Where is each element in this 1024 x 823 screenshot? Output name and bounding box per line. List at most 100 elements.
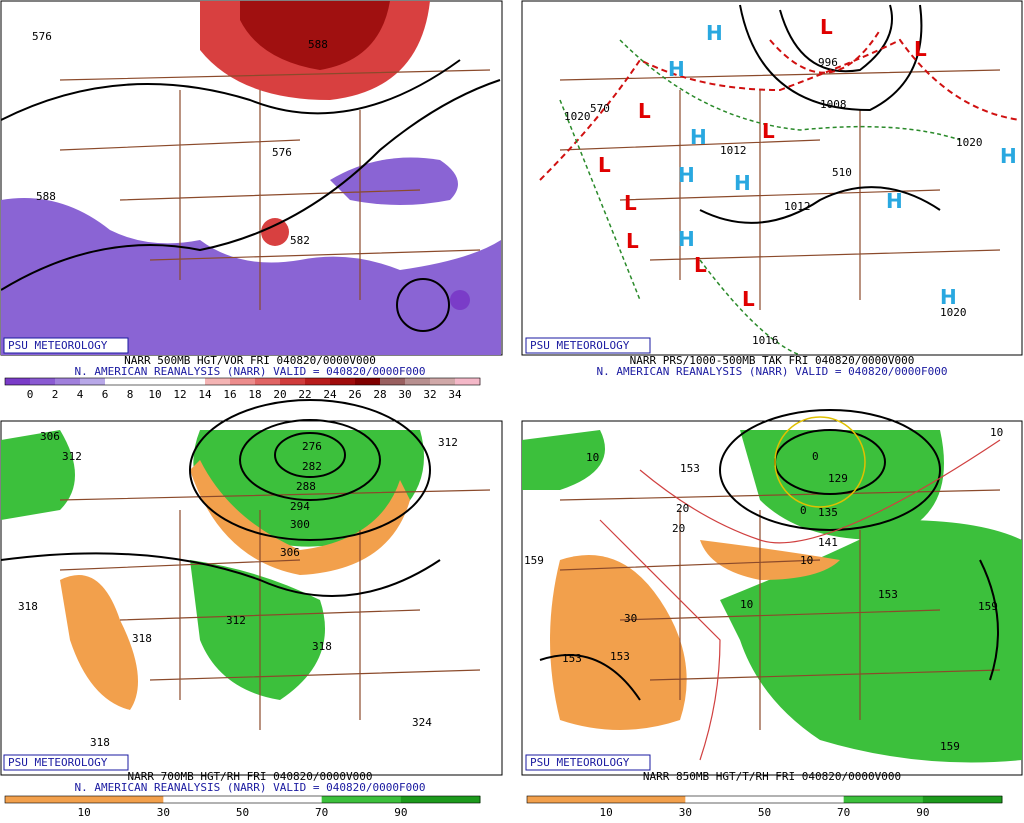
- low-marker: L: [820, 15, 833, 39]
- height-contour: [274, 432, 346, 478]
- low-marker: L: [762, 119, 775, 143]
- badge-box: [525, 337, 651, 354]
- contour-label: 1012: [720, 144, 747, 157]
- contour-label: 324: [412, 716, 432, 729]
- humidity-area: [1, 430, 75, 520]
- colorbar-label: 70: [837, 806, 850, 819]
- colorbar-label: 22: [298, 388, 311, 401]
- contour-label: 300: [290, 518, 310, 531]
- colorbar-label: 26: [348, 388, 361, 401]
- contour-label: 1020: [564, 110, 591, 123]
- isotherm-label: 30: [624, 612, 637, 625]
- panel-500mb: 576 588 582 576 588 PSU METEOROLOGY NARR…: [0, 0, 503, 401]
- colorbar-label: 50: [236, 806, 249, 819]
- high-marker: H: [886, 189, 903, 213]
- contour-label: 312: [226, 614, 246, 627]
- colorbar-label: 28: [373, 388, 386, 401]
- humidity-area: [190, 560, 325, 700]
- contour-label: 1020: [940, 306, 967, 319]
- panel-subtitle: N. AMERICAN REANALYSIS (NARR) VALID = 04…: [75, 365, 426, 378]
- colorbar-label: 14: [198, 388, 212, 401]
- vorticity-area: [330, 157, 458, 205]
- vorticity-area: [450, 290, 470, 310]
- colorbar-segment: [105, 378, 131, 385]
- panel-700mb: 306 312 312 276 282 288 294 300 306 318 …: [0, 399, 503, 819]
- badge-box: [3, 754, 129, 771]
- high-marker: H: [734, 171, 751, 195]
- height-contour: [539, 559, 999, 701]
- colorbar-label: 10: [600, 806, 613, 819]
- height-contour: [0, 59, 461, 121]
- colorbar-label: 24: [323, 388, 337, 401]
- colorbar-segment: [205, 378, 231, 385]
- height-contour: [239, 419, 381, 501]
- colorbar-segment: [84, 796, 164, 803]
- panel-subtitle: N. AMERICAN REANALYSIS (NARR) VALID = 04…: [75, 781, 426, 794]
- colorbar-segment: [355, 378, 381, 385]
- contour-label: 312: [62, 450, 82, 463]
- isotherm-label: 10: [586, 451, 599, 464]
- height-contour: [0, 552, 441, 597]
- high-marker: H: [678, 227, 695, 251]
- humidity-area: [740, 430, 944, 540]
- colorbar-segment: [180, 378, 206, 385]
- borders: [559, 489, 1001, 730]
- isobar: [699, 186, 941, 224]
- humidity-area: [522, 430, 605, 490]
- contour-label: 510: [832, 166, 852, 179]
- contour-label: 318: [18, 600, 38, 613]
- panel-subtitle: N. AMERICAN REANALYSIS (NARR) VALID = 04…: [597, 365, 948, 378]
- colorbar-label: 0: [27, 388, 34, 401]
- isotherm-label: 10: [990, 426, 1003, 439]
- colorbar-label: 34: [448, 388, 462, 401]
- colorbar-label: 30: [157, 806, 170, 819]
- colorbar-segment: [55, 378, 81, 385]
- colorbar-segment: [922, 796, 1003, 803]
- contour-label: 159: [978, 600, 998, 613]
- colorbar-segment: [242, 796, 323, 803]
- panel-title: NARR 850MB HGT/T/RH FRI 040820/0000V000: [643, 770, 901, 783]
- contour-label: 159: [940, 740, 960, 753]
- contour-label: 576: [32, 30, 52, 43]
- isotherm-label: 10: [800, 554, 813, 567]
- contour-label: 153: [878, 588, 898, 601]
- contour-label: 318: [312, 640, 332, 653]
- colorbar-segment: [405, 378, 431, 385]
- isotherm: [599, 439, 1001, 761]
- height-contour: [719, 409, 941, 531]
- dry-area: [550, 555, 687, 730]
- colorbar-segment: [230, 378, 256, 385]
- panel-title: NARR 700MB HGT/RH FRI 040820/0000V000: [127, 770, 372, 783]
- low-marker: L: [742, 287, 755, 311]
- dry-area: [700, 540, 840, 580]
- colorbar-segment: [155, 378, 181, 385]
- dry-area: [190, 460, 410, 575]
- low-marker: L: [598, 153, 611, 177]
- badge-box: [3, 337, 129, 354]
- colorbar-segment: [400, 796, 481, 803]
- contour-label: 135: [818, 506, 838, 519]
- isotherm-label: 10: [740, 598, 753, 611]
- contour-label: 1016: [752, 334, 779, 347]
- panel-title: NARR 500MB HGT/VOR FRI 040820/0000V000: [124, 354, 376, 367]
- badge: PSU METEOROLOGY: [8, 339, 108, 352]
- colorbar-label: 32: [423, 388, 436, 401]
- contour-label: 570: [590, 102, 610, 115]
- colorbar-segment: [430, 378, 456, 385]
- colorbar-segment: [764, 796, 845, 803]
- height-contour: [0, 79, 501, 291]
- panel-850mb: 153 159 129 135 141 153 153 159 159 153 …: [521, 409, 1023, 819]
- map-frame: [521, 0, 1023, 356]
- contour-label: 312: [438, 436, 458, 449]
- borders: [59, 69, 491, 310]
- colorbar-segment: [130, 378, 156, 385]
- low-marker: L: [914, 37, 927, 61]
- thickness: [559, 39, 961, 356]
- vorticity-max: [240, 1, 390, 70]
- colorbar-segment: [5, 796, 85, 803]
- colorbar-label: 90: [394, 806, 407, 819]
- colorbar-segment: [280, 378, 306, 385]
- contour-label: 996: [818, 56, 838, 69]
- high-marker: H: [1000, 144, 1017, 168]
- contour-label: 306: [40, 430, 60, 443]
